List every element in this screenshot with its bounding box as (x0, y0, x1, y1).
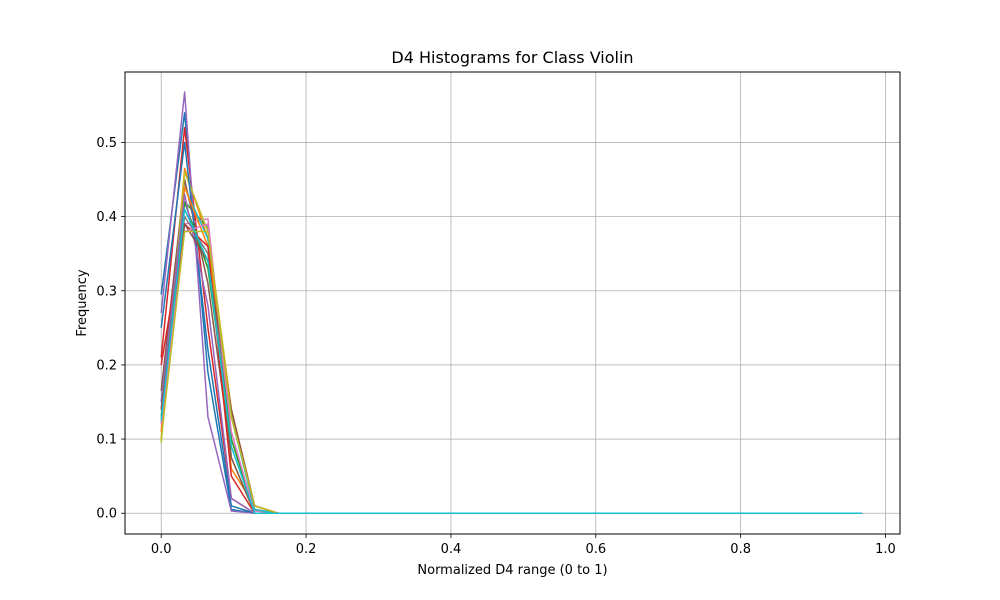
series-line-19 (160, 208, 863, 514)
x-axis-label: Normalized D4 range (0 to 1) (417, 563, 607, 578)
x-tick-label: 1.0 (875, 542, 896, 557)
series-lines (160, 91, 863, 514)
y-tick-label: 0.0 (96, 507, 117, 522)
y-tick-label: 0.3 (96, 284, 117, 299)
y-tick-label: 0.1 (96, 433, 117, 448)
x-tick-label: 0.8 (730, 542, 751, 557)
y-tick-label: 0.4 (96, 210, 117, 225)
y-tick-label: 0.2 (96, 358, 117, 373)
x-tick-label: 0.6 (585, 542, 606, 557)
y-axis-label: Frequency (75, 269, 90, 336)
y-tick-label: 0.5 (96, 136, 117, 151)
axis-ticks: 0.0 0.2 0.4 0.6 0.8 1.0 0.0 0.1 0.2 0.3 0.4 0.5 (96, 136, 896, 557)
x-tick-label: 0.4 (441, 542, 462, 557)
x-tick-label: 0.2 (296, 542, 317, 557)
chart-title: D4 Histograms for Class Violin (391, 48, 633, 67)
plot-area-frame (124, 71, 901, 535)
x-tick-label: 0.0 (151, 542, 172, 557)
